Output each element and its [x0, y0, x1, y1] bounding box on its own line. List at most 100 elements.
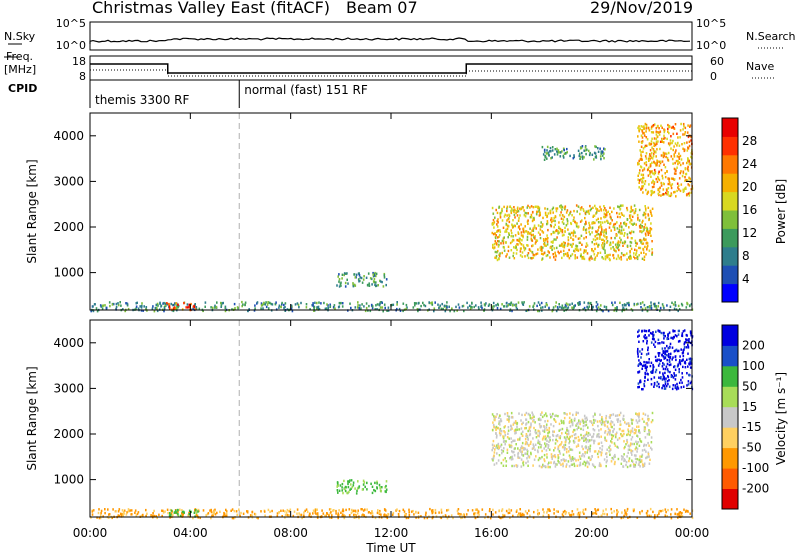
data-cell — [642, 184, 645, 188]
data-cell — [678, 381, 681, 384]
data-cell — [571, 302, 573, 305]
data-cell — [639, 380, 641, 383]
data-cell — [494, 256, 496, 259]
data-cell — [338, 301, 341, 305]
data-cell — [476, 508, 478, 511]
data-cell — [569, 513, 571, 517]
data-cell — [535, 239, 538, 242]
data-cell — [477, 512, 479, 515]
data-cell — [586, 148, 588, 151]
data-cell — [656, 384, 658, 388]
data-cell — [499, 252, 501, 255]
data-cell — [658, 362, 661, 365]
data-cell — [656, 164, 658, 167]
data-cell — [641, 179, 644, 182]
data-cell — [689, 331, 692, 335]
data-cell — [665, 191, 667, 195]
data-cell — [494, 511, 497, 514]
data-cell — [609, 243, 612, 246]
data-cell — [572, 413, 574, 417]
data-cell — [526, 457, 528, 460]
data-cell — [647, 306, 649, 309]
data-cell — [567, 432, 570, 435]
data-cell — [643, 162, 646, 165]
data-cell — [611, 210, 613, 214]
data-cell — [371, 491, 374, 495]
data-cell — [642, 213, 645, 217]
data-cell — [547, 151, 550, 154]
data-cell — [501, 239, 504, 243]
data-cell — [655, 330, 657, 333]
data-cell — [540, 444, 543, 447]
data-cell — [367, 309, 369, 312]
data-cell — [518, 513, 521, 516]
data-cell — [684, 168, 687, 171]
data-cell — [638, 128, 640, 131]
colorbar-swatch — [722, 325, 738, 346]
data-cell — [654, 514, 656, 517]
data-cell — [415, 516, 417, 519]
data-cell — [638, 385, 640, 389]
data-cell — [611, 456, 614, 460]
data-cell — [241, 304, 243, 308]
data-cell — [626, 509, 628, 512]
data-cell — [648, 329, 650, 333]
data-cell — [542, 153, 545, 156]
data-cell — [145, 508, 147, 512]
data-cell — [605, 232, 607, 235]
data-cell — [579, 457, 582, 460]
data-cell — [551, 156, 553, 159]
data-cell — [270, 302, 273, 306]
data-cell — [303, 511, 305, 514]
data-cell — [538, 440, 541, 444]
data-cell — [170, 302, 172, 306]
data-cell — [646, 361, 648, 364]
data-cell — [536, 252, 539, 255]
data-cell — [586, 210, 588, 213]
data-cell — [524, 442, 527, 446]
data-cell — [383, 274, 386, 277]
data-cell — [553, 449, 555, 452]
data-cell — [680, 378, 682, 382]
data-cell — [616, 247, 619, 250]
data-cell — [667, 127, 669, 131]
data-cell — [140, 306, 143, 309]
data-cell — [565, 463, 568, 466]
data-cell — [614, 444, 617, 447]
data-cell — [686, 141, 688, 144]
data-cell — [642, 229, 645, 233]
data-cell — [354, 306, 357, 309]
data-cell — [325, 307, 328, 310]
data-cell — [546, 453, 548, 456]
data-cell — [546, 234, 548, 237]
data-cell — [516, 248, 518, 252]
data-cell — [507, 249, 510, 253]
data-cell — [646, 138, 649, 141]
data-cell — [541, 411, 543, 414]
data-cell — [581, 157, 584, 160]
data-cell — [525, 418, 528, 421]
data-cell — [649, 306, 651, 309]
data-cell — [639, 439, 642, 443]
data-cell — [344, 281, 347, 285]
data-cell — [661, 160, 664, 163]
data-cell — [522, 303, 525, 306]
data-cell — [546, 207, 549, 211]
data-cell — [640, 145, 643, 148]
data-cell — [598, 442, 600, 445]
data-cell — [550, 220, 553, 224]
data-cell — [588, 257, 591, 260]
data-cell — [641, 158, 643, 161]
data-cell — [596, 254, 598, 257]
data-cell — [644, 207, 647, 210]
data-cell — [581, 445, 583, 448]
data-cell — [514, 224, 516, 228]
data-cell — [343, 273, 345, 277]
data-cell — [664, 334, 666, 338]
data-cell — [294, 303, 297, 306]
data-cell — [643, 462, 646, 465]
data-cell — [480, 304, 483, 307]
data-cell — [643, 335, 645, 338]
data-cell — [493, 305, 495, 308]
data-cell — [651, 146, 653, 149]
